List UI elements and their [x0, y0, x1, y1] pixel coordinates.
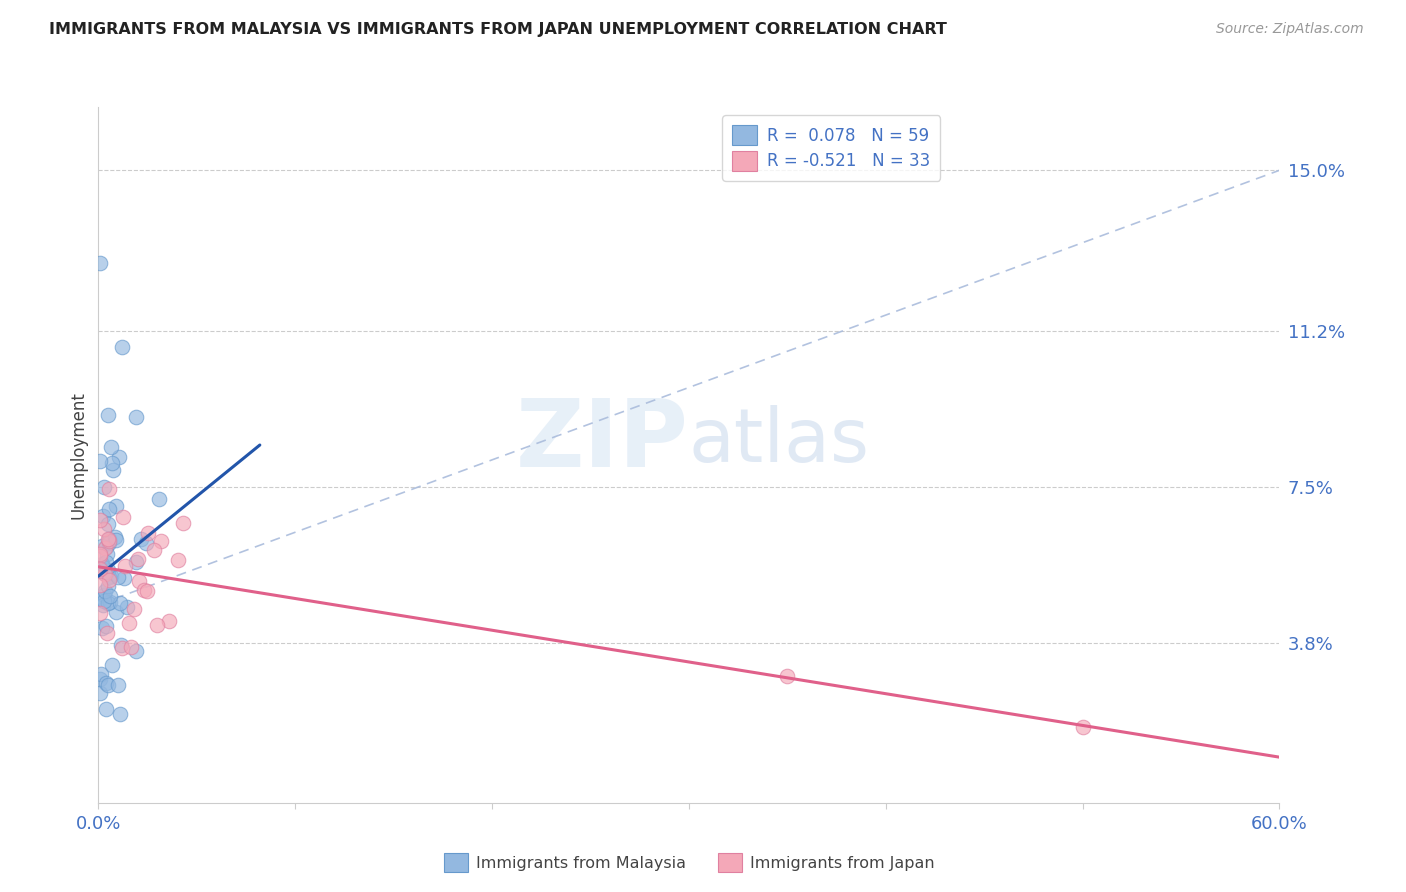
Point	[111, 340, 134, 354]
Point	[96, 532, 118, 546]
Point	[89, 606, 111, 620]
Point	[97, 678, 120, 692]
Point	[96, 556, 118, 570]
Point	[96, 408, 118, 422]
Point	[91, 559, 114, 574]
Point	[97, 574, 120, 588]
Point	[89, 454, 111, 468]
Point	[94, 541, 117, 555]
Point	[97, 578, 120, 592]
Point	[107, 678, 129, 692]
Point	[120, 640, 142, 655]
Point	[1071, 720, 1094, 734]
Point	[107, 570, 129, 584]
Point	[89, 686, 111, 700]
Point	[94, 583, 117, 598]
Point	[90, 666, 112, 681]
Point	[98, 569, 121, 583]
Point	[105, 533, 128, 548]
Point	[101, 658, 124, 673]
Point	[142, 542, 165, 557]
Text: ZIP: ZIP	[516, 395, 689, 487]
Point	[89, 547, 111, 561]
Point	[101, 463, 124, 477]
Point	[97, 517, 120, 532]
Point	[97, 597, 120, 611]
Point	[111, 510, 134, 524]
Point	[125, 555, 148, 569]
Point	[98, 595, 121, 609]
Point	[93, 480, 115, 494]
Point	[89, 591, 111, 606]
Point	[127, 551, 149, 566]
Y-axis label: Unemployment: Unemployment	[69, 391, 87, 519]
Point	[125, 644, 148, 658]
Point	[94, 676, 117, 690]
Point	[108, 596, 131, 610]
Legend: Immigrants from Malaysia, Immigrants from Japan: Immigrants from Malaysia, Immigrants fro…	[437, 847, 941, 879]
Point	[94, 619, 117, 633]
Point	[98, 501, 121, 516]
Point	[105, 605, 128, 619]
Point	[101, 456, 124, 470]
Text: Source: ZipAtlas.com: Source: ZipAtlas.com	[1216, 22, 1364, 37]
Point	[89, 672, 111, 686]
Point	[129, 532, 152, 546]
Point	[136, 525, 159, 540]
Point	[776, 669, 799, 683]
Point	[100, 568, 122, 582]
Point	[91, 621, 114, 635]
Point	[98, 589, 121, 603]
Point	[118, 616, 141, 631]
Point	[93, 594, 115, 608]
Point	[98, 532, 121, 546]
Point	[93, 522, 115, 536]
Text: IMMIGRANTS FROM MALAYSIA VS IMMIGRANTS FROM JAPAN UNEMPLOYMENT CORRELATION CHART: IMMIGRANTS FROM MALAYSIA VS IMMIGRANTS F…	[49, 22, 948, 37]
Point	[96, 547, 118, 561]
Point	[90, 558, 112, 572]
Point	[89, 562, 111, 576]
Point	[114, 558, 136, 573]
Point	[94, 540, 117, 554]
Point	[107, 450, 129, 464]
Point	[94, 566, 117, 581]
Point	[89, 256, 111, 270]
Point	[136, 584, 159, 599]
Point	[110, 638, 132, 652]
Point	[125, 410, 148, 425]
Point	[97, 482, 120, 496]
Point	[97, 536, 120, 550]
Point	[110, 707, 132, 722]
Point	[89, 549, 111, 563]
Point	[167, 553, 190, 567]
Point	[135, 536, 157, 550]
Point	[93, 566, 115, 581]
Point	[157, 614, 180, 628]
Point	[94, 702, 117, 716]
Point	[91, 539, 114, 553]
Point	[97, 563, 120, 577]
Point	[96, 625, 118, 640]
Point	[98, 533, 121, 548]
Point	[122, 602, 145, 616]
Point	[91, 599, 114, 613]
Point	[89, 578, 111, 592]
Point	[100, 440, 122, 454]
Point	[93, 508, 115, 523]
Point	[172, 516, 194, 530]
Text: atlas: atlas	[689, 404, 870, 477]
Point	[148, 492, 170, 507]
Point	[104, 530, 127, 544]
Point	[150, 534, 173, 549]
Point	[89, 513, 111, 527]
Point	[146, 618, 169, 632]
Point	[112, 571, 135, 585]
Point	[93, 589, 115, 603]
Point	[115, 599, 138, 614]
Point	[128, 574, 150, 589]
Point	[104, 499, 127, 513]
Point	[111, 641, 134, 656]
Point	[134, 582, 156, 597]
